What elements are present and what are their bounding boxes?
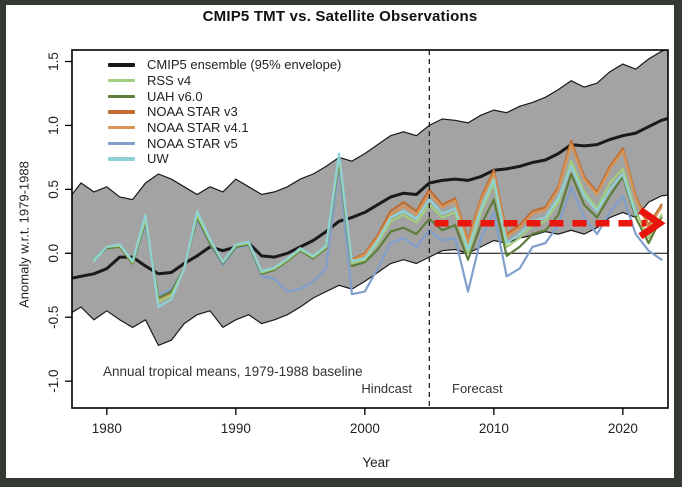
chart-title: CMIP5 TMT vs. Satellite Observations <box>202 8 478 25</box>
y-tick-label: 1.5 <box>46 52 61 71</box>
legend-item: NOAA STAR v4.1 <box>108 120 341 136</box>
legend-line-swatch <box>108 126 135 130</box>
x-tick-label: 2000 <box>350 421 380 436</box>
x-tick-label: 2020 <box>608 421 638 436</box>
legend-line-swatch <box>108 157 135 161</box>
figure-canvas: CMIP5 TMT vs. Satellite Observations Ano… <box>6 5 674 478</box>
hindcast-label: Hindcast <box>361 381 412 396</box>
legend-label: NOAA STAR v4.1 <box>147 120 249 136</box>
legend-label: UW <box>147 151 169 167</box>
forecast-label: Forecast <box>452 381 503 396</box>
envelope-upper-edge <box>72 50 667 201</box>
legend-item: NOAA STAR v5 <box>108 135 341 151</box>
legend-label: RSS v4 <box>147 73 192 89</box>
chart-legend: CMIP5 ensemble (95% envelope) RSS v4 UAH v… <box>108 57 341 167</box>
y-tick-label: 1.0 <box>46 116 61 135</box>
legend-item: RSS v4 <box>108 73 341 89</box>
legend-line-swatch <box>108 94 135 98</box>
legend-label: NOAA STAR v5 <box>147 135 238 151</box>
y-tick-label: 0.5 <box>46 180 61 199</box>
x-tick-label: 2010 <box>479 421 509 436</box>
series-line-uw <box>92 152 637 309</box>
legend-line-swatch <box>108 62 135 67</box>
legend-line-swatch <box>108 78 135 83</box>
envelope-lower-edge <box>72 194 668 347</box>
legend-item: CMIP5 ensemble (95% envelope) <box>108 57 341 73</box>
x-axis-label: Year <box>362 455 390 470</box>
baseline-annotation: Annual tropical means, 1979-1988 baselin… <box>103 364 363 379</box>
y-tick-label: 0.0 <box>46 244 61 263</box>
legend-label: NOAA STAR v3 <box>147 104 238 120</box>
y-tick-label: -0.5 <box>46 306 61 329</box>
x-tick-label: 1990 <box>221 421 251 436</box>
chart-plot-area: 1980 1990 2000 2010 2020 -1.0 -0.5 0.0 0.5 1.0 1.5 <box>46 49 669 436</box>
legend-label: CMIP5 ensemble (95% envelope) <box>147 57 342 73</box>
legend-line-swatch <box>108 141 135 145</box>
x-tick-label: 1980 <box>92 421 122 436</box>
plot-border <box>71 49 669 409</box>
legend-item: NOAA STAR v3 <box>108 104 341 120</box>
legend-item: UAH v6.0 <box>108 88 341 104</box>
legend-label: UAH v6.0 <box>147 88 203 104</box>
legend-line-swatch <box>108 110 135 114</box>
legend-item: UW <box>108 151 341 167</box>
y-tick-label: -1.0 <box>46 370 61 393</box>
cmip5-envelope <box>72 50 668 346</box>
trend-arrow-head <box>638 207 666 240</box>
